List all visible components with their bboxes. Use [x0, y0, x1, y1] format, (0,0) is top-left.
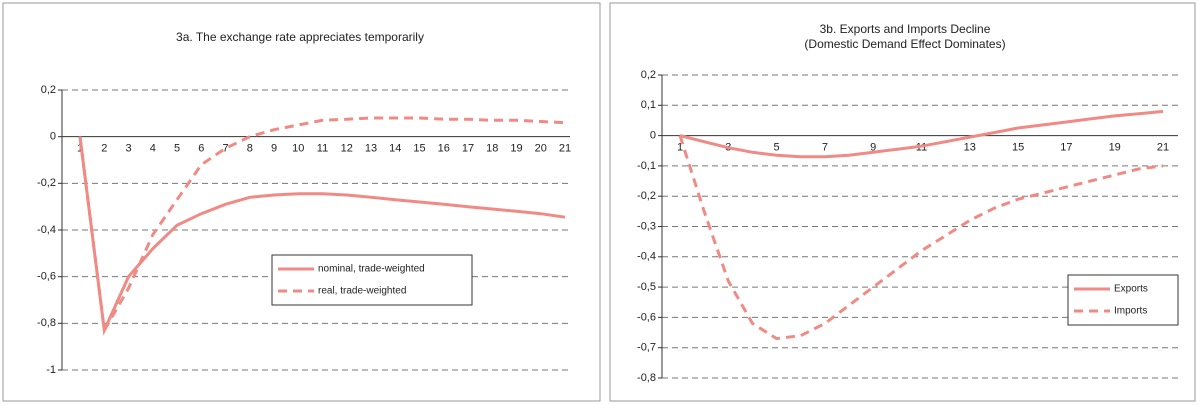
- y-tick-label: 0: [650, 130, 656, 142]
- y-tick-label: 0: [50, 131, 56, 143]
- x-tick-label: 13: [365, 143, 377, 155]
- x-tick-label: 6: [198, 143, 204, 155]
- x-tick-label: 12: [341, 143, 353, 155]
- y-tick-label: 0,2: [41, 84, 56, 96]
- chart-title: 3b. Exports and Imports Decline: [820, 22, 991, 36]
- legend-label: nominal, trade-weighted: [318, 264, 425, 275]
- x-tick-label: 15: [413, 143, 425, 155]
- x-tick-label: 19: [1109, 142, 1121, 154]
- x-tick-label: 16: [438, 143, 450, 155]
- y-tick-label: -0,7: [637, 342, 656, 354]
- x-tick-label: 20: [535, 143, 547, 155]
- x-tick-label: 14: [389, 143, 401, 155]
- x-tick-label: 3: [125, 143, 131, 155]
- x-tick-label: 4: [150, 143, 156, 155]
- y-tick-label: 0,2: [641, 69, 656, 81]
- x-tick-label: 15: [1012, 142, 1024, 154]
- y-tick-label: -0,2: [637, 190, 656, 202]
- chart-frame: [2, 2, 601, 402]
- x-tick-label: 7: [222, 143, 228, 155]
- series-line: [678, 135, 1164, 341]
- x-tick-label: 7: [822, 142, 828, 154]
- y-tick-label: -1: [46, 364, 56, 376]
- x-tick-label: 1: [677, 142, 683, 154]
- x-tick-label: 8: [247, 143, 253, 155]
- y-tick-label: -0,3: [637, 220, 656, 232]
- x-tick-label: 21: [1157, 142, 1169, 154]
- x-tick-label: 2: [101, 143, 107, 155]
- y-tick-label: -0,8: [37, 317, 56, 329]
- chart-title: (Domestic Demand Effect Dominates): [804, 37, 1005, 51]
- y-tick-label: -0,8: [637, 372, 656, 384]
- x-tick-label: 21: [559, 143, 571, 155]
- legend-box: [271, 254, 473, 306]
- y-tick-label: -0,6: [37, 271, 56, 283]
- x-tick-label: 19: [510, 143, 522, 155]
- series-line: [78, 116, 566, 335]
- y-tick-label: -0,4: [637, 251, 656, 263]
- y-tick-label: -0,5: [637, 281, 656, 293]
- y-tick-label: -0,6: [637, 311, 656, 323]
- x-tick-label: 18: [486, 143, 498, 155]
- x-tick-label: 5: [174, 143, 180, 155]
- series-line: [78, 136, 566, 336]
- chart-frame: [609, 2, 1196, 402]
- y-tick-label: 0,1: [641, 99, 656, 111]
- x-tick-label: 17: [462, 143, 474, 155]
- chart-title: 3a. The exchange rate appreciates tempor…: [176, 30, 424, 44]
- x-tick-label: 11: [317, 143, 328, 155]
- x-tick-label: 9: [271, 143, 277, 155]
- legend-label: real, trade-weighted: [318, 286, 406, 297]
- y-tick-label: -0,4: [37, 224, 56, 236]
- x-tick-label: 5: [774, 142, 780, 154]
- legend-label: Imports: [1114, 306, 1147, 317]
- x-tick-label: 13: [964, 142, 976, 154]
- legend-box: [1067, 274, 1179, 326]
- y-tick-label: -0,1: [637, 160, 656, 172]
- legend-label: Exports: [1114, 284, 1148, 295]
- x-tick-label: 10: [292, 143, 304, 155]
- x-tick-label: 9: [870, 142, 876, 154]
- series-line: [679, 109, 1164, 159]
- y-tick-label: -0,2: [37, 177, 56, 189]
- x-tick-label: 17: [1060, 142, 1072, 154]
